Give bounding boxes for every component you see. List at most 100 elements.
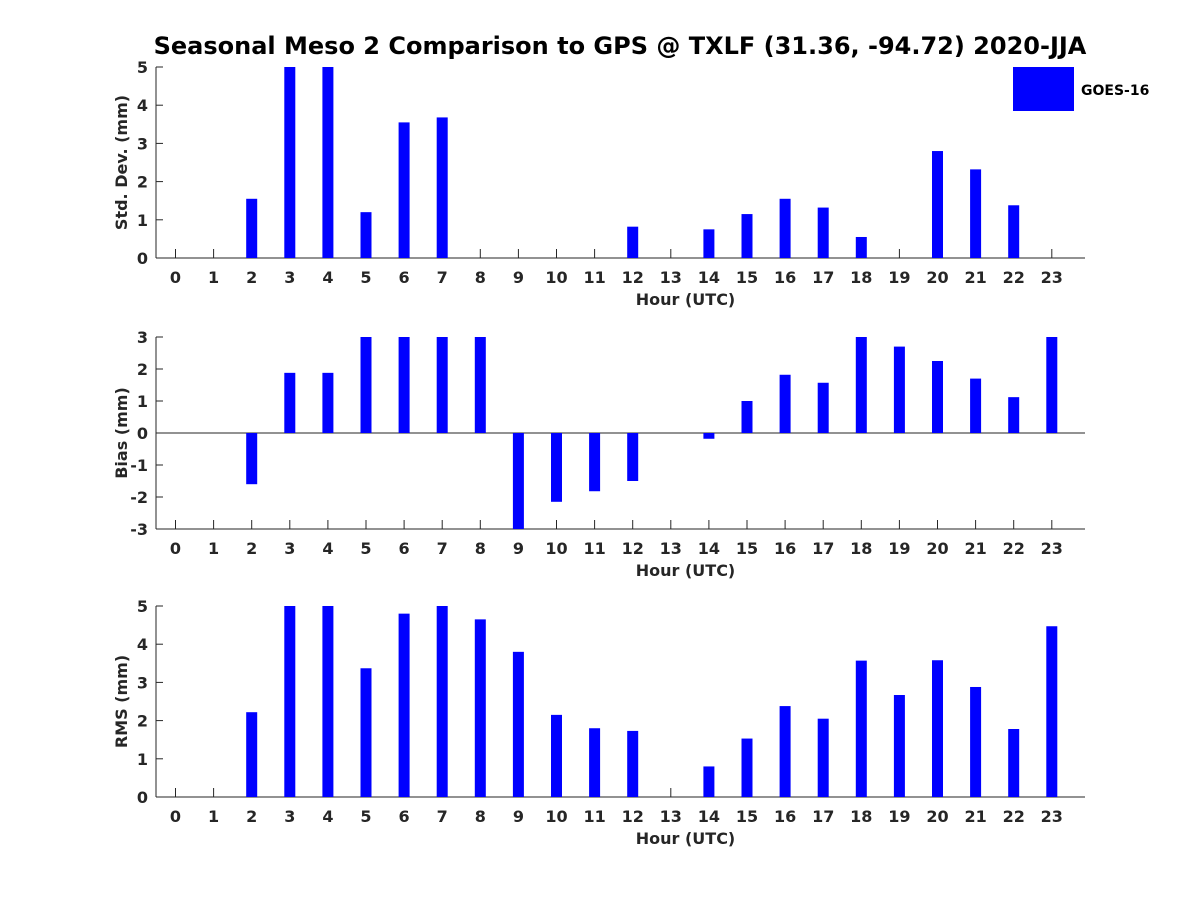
rms-x-tick-label: 16 <box>774 807 796 826</box>
bias-bar <box>512 433 524 529</box>
bias-x-tick-label: 16 <box>774 539 796 558</box>
rms-x-tick-label: 15 <box>736 807 758 826</box>
std-dev-x-tick-label: 6 <box>399 268 410 287</box>
std-dev-x-tick-label: 21 <box>964 268 986 287</box>
bias-y-tick-label: 3 <box>137 328 148 347</box>
rms-y-label: RMS (mm) <box>112 655 131 748</box>
rms-y-tick-label: 3 <box>137 673 148 692</box>
std-dev-x-tick-label: 1 <box>208 268 219 287</box>
bias-bar <box>779 374 791 433</box>
rms-y-tick-label: 2 <box>137 712 148 731</box>
rms-x-tick-label: 19 <box>888 807 910 826</box>
rms-bar <box>284 606 296 797</box>
std-dev-bar <box>855 236 867 258</box>
rms-bar <box>1008 729 1020 797</box>
std-dev-bar <box>627 226 639 258</box>
std-dev-x-tick-label: 9 <box>513 268 524 287</box>
rms-bar <box>1046 626 1058 797</box>
std-dev-x-tick-label: 20 <box>926 268 948 287</box>
std-dev-x-tick-label: 0 <box>170 268 181 287</box>
rms-bar <box>474 619 486 797</box>
bias-bar <box>817 382 829 433</box>
bias-bar <box>1008 397 1020 433</box>
rms-bar <box>741 738 753 797</box>
std-dev-x-tick-label: 23 <box>1041 268 1063 287</box>
bias-bar <box>627 433 639 481</box>
std-dev-x-tick-label: 22 <box>1003 268 1025 287</box>
bias-x-tick-label: 14 <box>698 539 720 558</box>
bias-x-tick-label: 17 <box>812 539 834 558</box>
std-dev-x-tick-label: 12 <box>622 268 644 287</box>
bias-bar <box>284 372 296 433</box>
bias-bar <box>970 378 982 433</box>
std-dev-x-tick-label: 2 <box>246 268 257 287</box>
rms-x-tick-label: 6 <box>399 807 410 826</box>
rms-bar <box>512 651 524 797</box>
rms-bar <box>893 695 905 797</box>
std-dev-x-tick-label: 19 <box>888 268 910 287</box>
rms-y-tick-label: 5 <box>137 597 148 616</box>
std-dev-y-tick-label: 0 <box>137 249 148 268</box>
rms-x-tick-label: 20 <box>926 807 948 826</box>
bias-bar <box>551 433 562 502</box>
std-dev-bar <box>703 229 715 258</box>
bias-y-tick-label: -2 <box>130 488 148 507</box>
rms-y-tick-label: 4 <box>137 635 148 654</box>
rms-x-tick-label: 22 <box>1003 807 1025 826</box>
std-dev-bar <box>741 214 753 258</box>
bias-x-tick-label: 5 <box>360 539 371 558</box>
std-dev-x-tick-label: 18 <box>850 268 872 287</box>
std-dev-x-tick-label: 14 <box>698 268 720 287</box>
bias-x-tick-label: 19 <box>888 539 910 558</box>
bias-bar <box>322 372 334 433</box>
std-dev-bar <box>246 198 258 258</box>
std-dev-x-tick-label: 15 <box>736 268 758 287</box>
bias-bar <box>893 346 905 433</box>
bias-y-label: Bias (mm) <box>112 387 131 479</box>
rms-x-label: Hour (UTC) <box>636 829 736 848</box>
bias-y-tick-label: 1 <box>137 392 148 411</box>
bias-x-tick-label: 20 <box>926 539 948 558</box>
bias-x-tick-label: 3 <box>284 539 295 558</box>
std-dev-bar <box>284 67 296 258</box>
bias-x-tick-label: 8 <box>475 539 486 558</box>
rms-bar <box>627 730 639 797</box>
std-dev-y-tick-label: 2 <box>137 173 148 192</box>
std-dev-x-tick-label: 17 <box>812 268 834 287</box>
rms-x-tick-label: 1 <box>208 807 219 826</box>
std-dev-x-tick-label: 10 <box>545 268 567 287</box>
bias-bar <box>398 337 410 433</box>
std-dev-y-tick-label: 5 <box>137 58 148 77</box>
bias-x-tick-label: 7 <box>437 539 448 558</box>
rms-x-tick-label: 12 <box>622 807 644 826</box>
rms-x-tick-label: 9 <box>513 807 524 826</box>
std-dev-y-tick-label: 3 <box>137 134 148 153</box>
rms-bar <box>932 660 943 797</box>
legend-label: GOES-16 <box>1081 83 1149 99</box>
rms-x-tick-label: 0 <box>170 807 181 826</box>
rms-x-tick-label: 7 <box>437 807 448 826</box>
bias-x-tick-label: 4 <box>322 539 333 558</box>
rms-x-tick-label: 14 <box>698 807 720 826</box>
rms-x-tick-label: 17 <box>812 807 834 826</box>
rms-bar <box>703 766 715 797</box>
std-dev-x-tick-label: 5 <box>360 268 371 287</box>
rms-bar <box>322 606 334 797</box>
bias-bar <box>741 401 753 433</box>
rms-y-tick-label: 0 <box>137 788 148 807</box>
std-dev-bar <box>398 122 410 258</box>
rms-y-tick-label: 1 <box>137 750 148 769</box>
legend-swatch <box>1013 67 1074 111</box>
rms-bar <box>360 668 372 797</box>
std-dev-bar <box>360 212 372 258</box>
bias-bar <box>474 337 486 433</box>
legend: GOES-16 <box>1013 67 1149 111</box>
bias-y-tick-label: 0 <box>137 424 148 443</box>
rms-x-tick-label: 10 <box>545 807 567 826</box>
std-dev-y-label: Std. Dev. (mm) <box>112 95 131 230</box>
rms-bar <box>817 718 829 797</box>
rms-bar <box>779 706 791 797</box>
